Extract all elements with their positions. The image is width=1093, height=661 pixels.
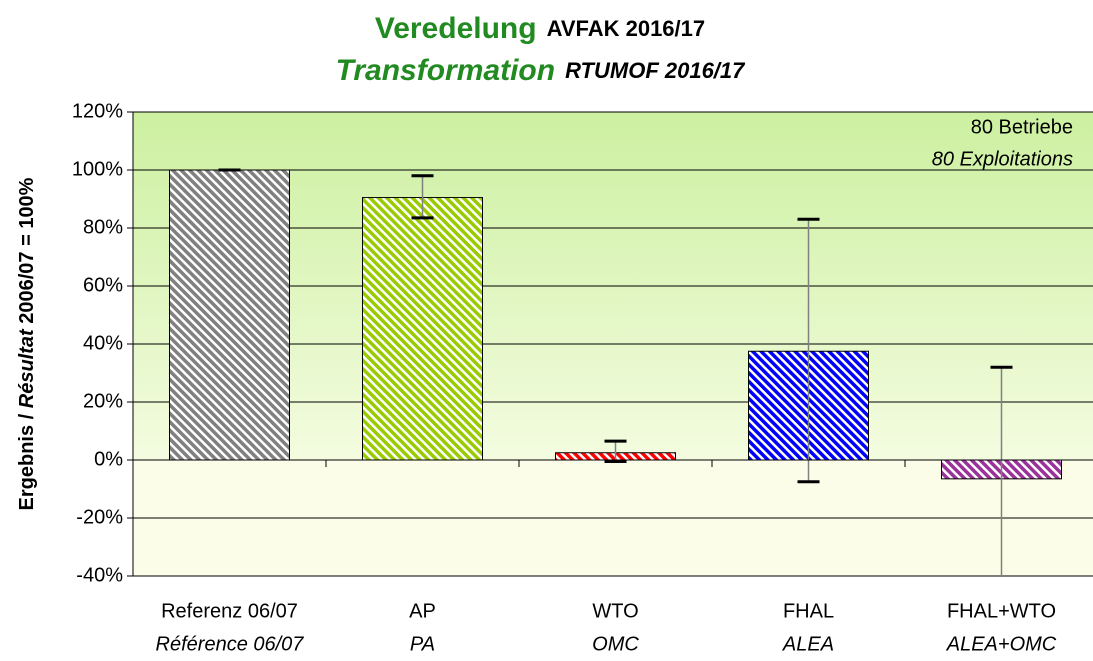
y-tick-label: 60%: [83, 274, 123, 296]
title-suffix: AVFAK 2016/17: [547, 16, 706, 41]
annotation: 80 Betriebe: [971, 116, 1073, 138]
bar: [169, 169, 290, 461]
x-tick-label: AP: [409, 600, 436, 622]
subtitle-suffix: RTUMOF 2016/17: [565, 58, 746, 83]
y-tick-label: 40%: [83, 332, 123, 354]
subtitle-main: Transformation: [336, 54, 555, 87]
y-tick-label: 100%: [72, 158, 123, 180]
x-tick-label: Referenz 06/07: [161, 600, 298, 622]
x-tick-label-fr: ALEA+OMC: [946, 633, 1057, 655]
y-label-part: Résultat: [16, 328, 38, 408]
y-label-part: Ergebnis /: [16, 408, 38, 510]
x-tick-label-fr: ALEA: [782, 633, 834, 655]
annotation: 80 Exploitations: [932, 148, 1073, 170]
y-label-part: 2006/07 = 100%: [16, 177, 38, 329]
y-tick-label: -40%: [76, 564, 123, 586]
x-tick-label: WTO: [592, 600, 638, 622]
y-tick-label: -20%: [76, 506, 123, 528]
y-axis-label: Ergebnis / Résultat 2006/07 = 100%: [16, 177, 38, 510]
x-tick-label: FHAL: [783, 600, 834, 622]
x-tick-label-fr: OMC: [592, 633, 639, 655]
plot: [169, 168, 1062, 576]
bar: [362, 197, 483, 461]
chart-subtitle: Transformation RTUMOF 2016/17: [336, 54, 747, 87]
chart-title: Veredelung AVFAK 2016/17: [375, 12, 705, 45]
y-tick-label: 20%: [83, 390, 123, 412]
x-tick-label: FHAL+WTO: [947, 600, 1056, 622]
y-tick-label: 80%: [83, 216, 123, 238]
x-tick-label-fr: Référence 06/07: [156, 633, 305, 655]
x-tick-label-fr: PA: [410, 633, 435, 655]
y-tick-label: 120%: [72, 100, 123, 122]
y-tick-label: 0%: [94, 448, 123, 470]
title-main: Veredelung: [375, 12, 537, 45]
